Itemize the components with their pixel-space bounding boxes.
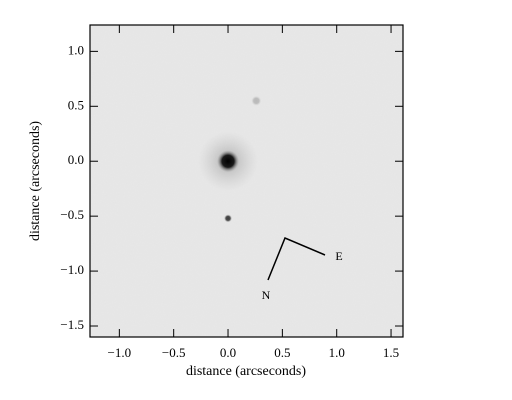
x-axis-label: distance (arcseconds) [186,364,306,379]
x-tick-label: −1.0 [108,345,132,360]
compass [267,237,326,281]
x-tick-label: 1.0 [329,345,345,360]
y-tick-label: 0.5 [68,97,84,112]
point-source [224,214,233,223]
compass-label: E [335,249,342,263]
y-tick-label: 1.0 [68,42,84,57]
compass-label: N [262,288,271,302]
plot-frame [89,24,404,338]
y-tick-label: −0.5 [60,207,84,222]
x-tick-label: 1.5 [383,345,399,360]
image-area [90,25,403,337]
y-axis-label: distance (arcseconds) [28,121,43,241]
y-tick-label: −1.0 [60,262,84,277]
x-tick-label: 0.5 [274,345,290,360]
y-tick-label: −1.5 [60,317,84,332]
x-tick-label: 0.0 [220,345,236,360]
y-tick-label: 0.0 [68,152,84,167]
point-source [251,95,262,106]
point-source [217,150,240,173]
x-tick-label: −0.5 [162,345,186,360]
